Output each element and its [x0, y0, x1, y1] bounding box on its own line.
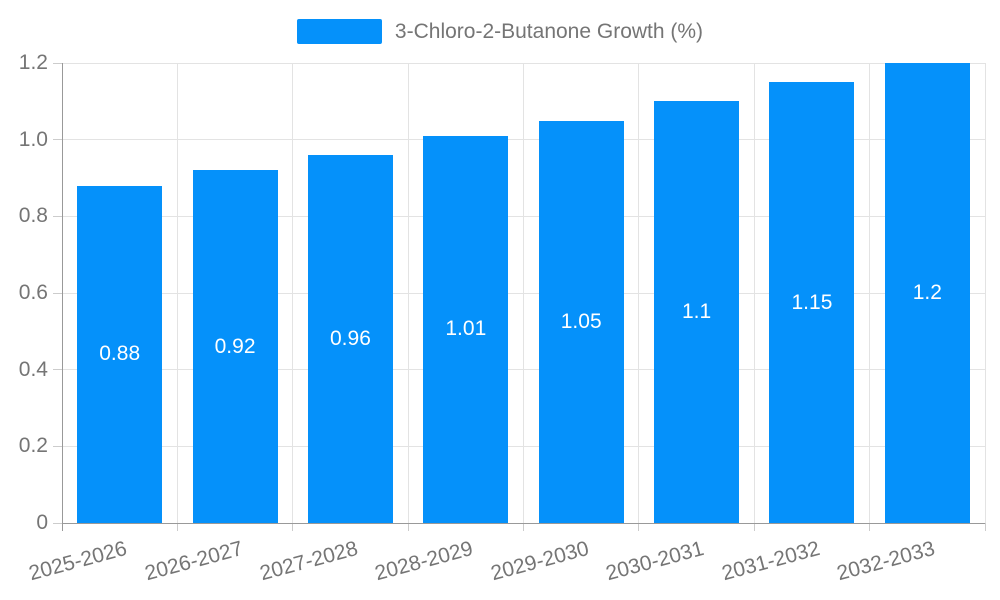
bar-value-label: 0.92 — [214, 334, 256, 358]
x-tick-label: 2028-2029 — [372, 537, 476, 586]
bar[interactable] — [769, 82, 855, 523]
y-tick — [53, 369, 62, 371]
gridline-v — [753, 63, 755, 523]
gridline-v — [523, 63, 524, 523]
legend-swatch — [296, 19, 382, 44]
legend[interactable]: 3-Chloro-2-Butanone Growth (%) — [0, 19, 1000, 44]
gridline-v — [869, 63, 871, 523]
bar-value-label: 1.15 — [791, 290, 833, 314]
gridline-v — [292, 63, 294, 523]
y-tick — [53, 522, 62, 524]
x-tick — [984, 523, 986, 531]
bar[interactable] — [77, 185, 163, 523]
gridline-v — [638, 63, 640, 523]
bar-value-label: 1.2 — [912, 281, 942, 304]
bar[interactable] — [538, 120, 624, 523]
bar[interactable] — [884, 63, 970, 523]
bar-value-label: 0.96 — [330, 327, 371, 350]
y-tick-label: 0.4 — [18, 357, 48, 381]
bar[interactable] — [423, 135, 509, 523]
gridline-v — [984, 63, 986, 523]
gridline-v — [407, 63, 409, 523]
x-tick-label: 2032-2033 — [834, 537, 938, 586]
y-tick-label: 0.8 — [18, 204, 48, 228]
x-tick-label: 2030-2031 — [603, 537, 707, 586]
x-axis-line — [62, 522, 985, 524]
x-tick-label: 2031-2032 — [718, 537, 822, 586]
x-tick — [292, 523, 294, 531]
x-tick — [523, 523, 524, 531]
bar-value-label: 0.88 — [99, 342, 141, 366]
legend-label: 3-Chloro-2-Butanone Growth (%) — [394, 20, 704, 43]
bar-value-label: 1.05 — [560, 309, 602, 333]
y-tick-label: 1.2 — [18, 51, 48, 74]
x-tick — [753, 523, 755, 531]
x-tick-label: 2025-2026 — [26, 537, 130, 586]
x-tick — [638, 523, 640, 531]
y-tick-label: 1.0 — [18, 127, 48, 151]
bar[interactable] — [654, 101, 740, 523]
y-tick-label: 0.6 — [18, 281, 48, 304]
y-tick — [53, 215, 62, 217]
bar-value-label: 1.1 — [681, 300, 712, 324]
x-tick — [407, 523, 409, 531]
y-tick — [53, 445, 62, 447]
y-tick — [53, 139, 62, 141]
bar-value-label: 1.01 — [445, 317, 487, 341]
gridline-v — [176, 63, 178, 523]
bar[interactable] — [192, 170, 278, 523]
x-tick — [176, 523, 178, 531]
y-tick — [53, 292, 62, 294]
y-tick — [53, 62, 62, 64]
x-tick-label: 2027-2028 — [257, 537, 361, 586]
y-axis-line — [61, 63, 63, 531]
y-tick-label: 0 — [36, 511, 48, 534]
bar[interactable] — [307, 155, 393, 523]
y-tick-label: 0.2 — [18, 434, 48, 458]
x-tick — [869, 523, 871, 531]
x-tick-label: 2026-2027 — [142, 537, 246, 586]
x-tick-label: 2029-2030 — [488, 537, 592, 586]
